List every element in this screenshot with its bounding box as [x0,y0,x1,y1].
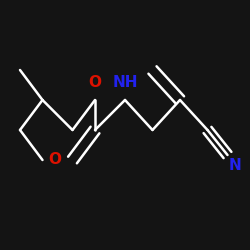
Text: O: O [48,152,62,168]
Text: N: N [229,158,241,172]
Text: NH: NH [112,75,138,90]
Text: O: O [88,75,102,90]
